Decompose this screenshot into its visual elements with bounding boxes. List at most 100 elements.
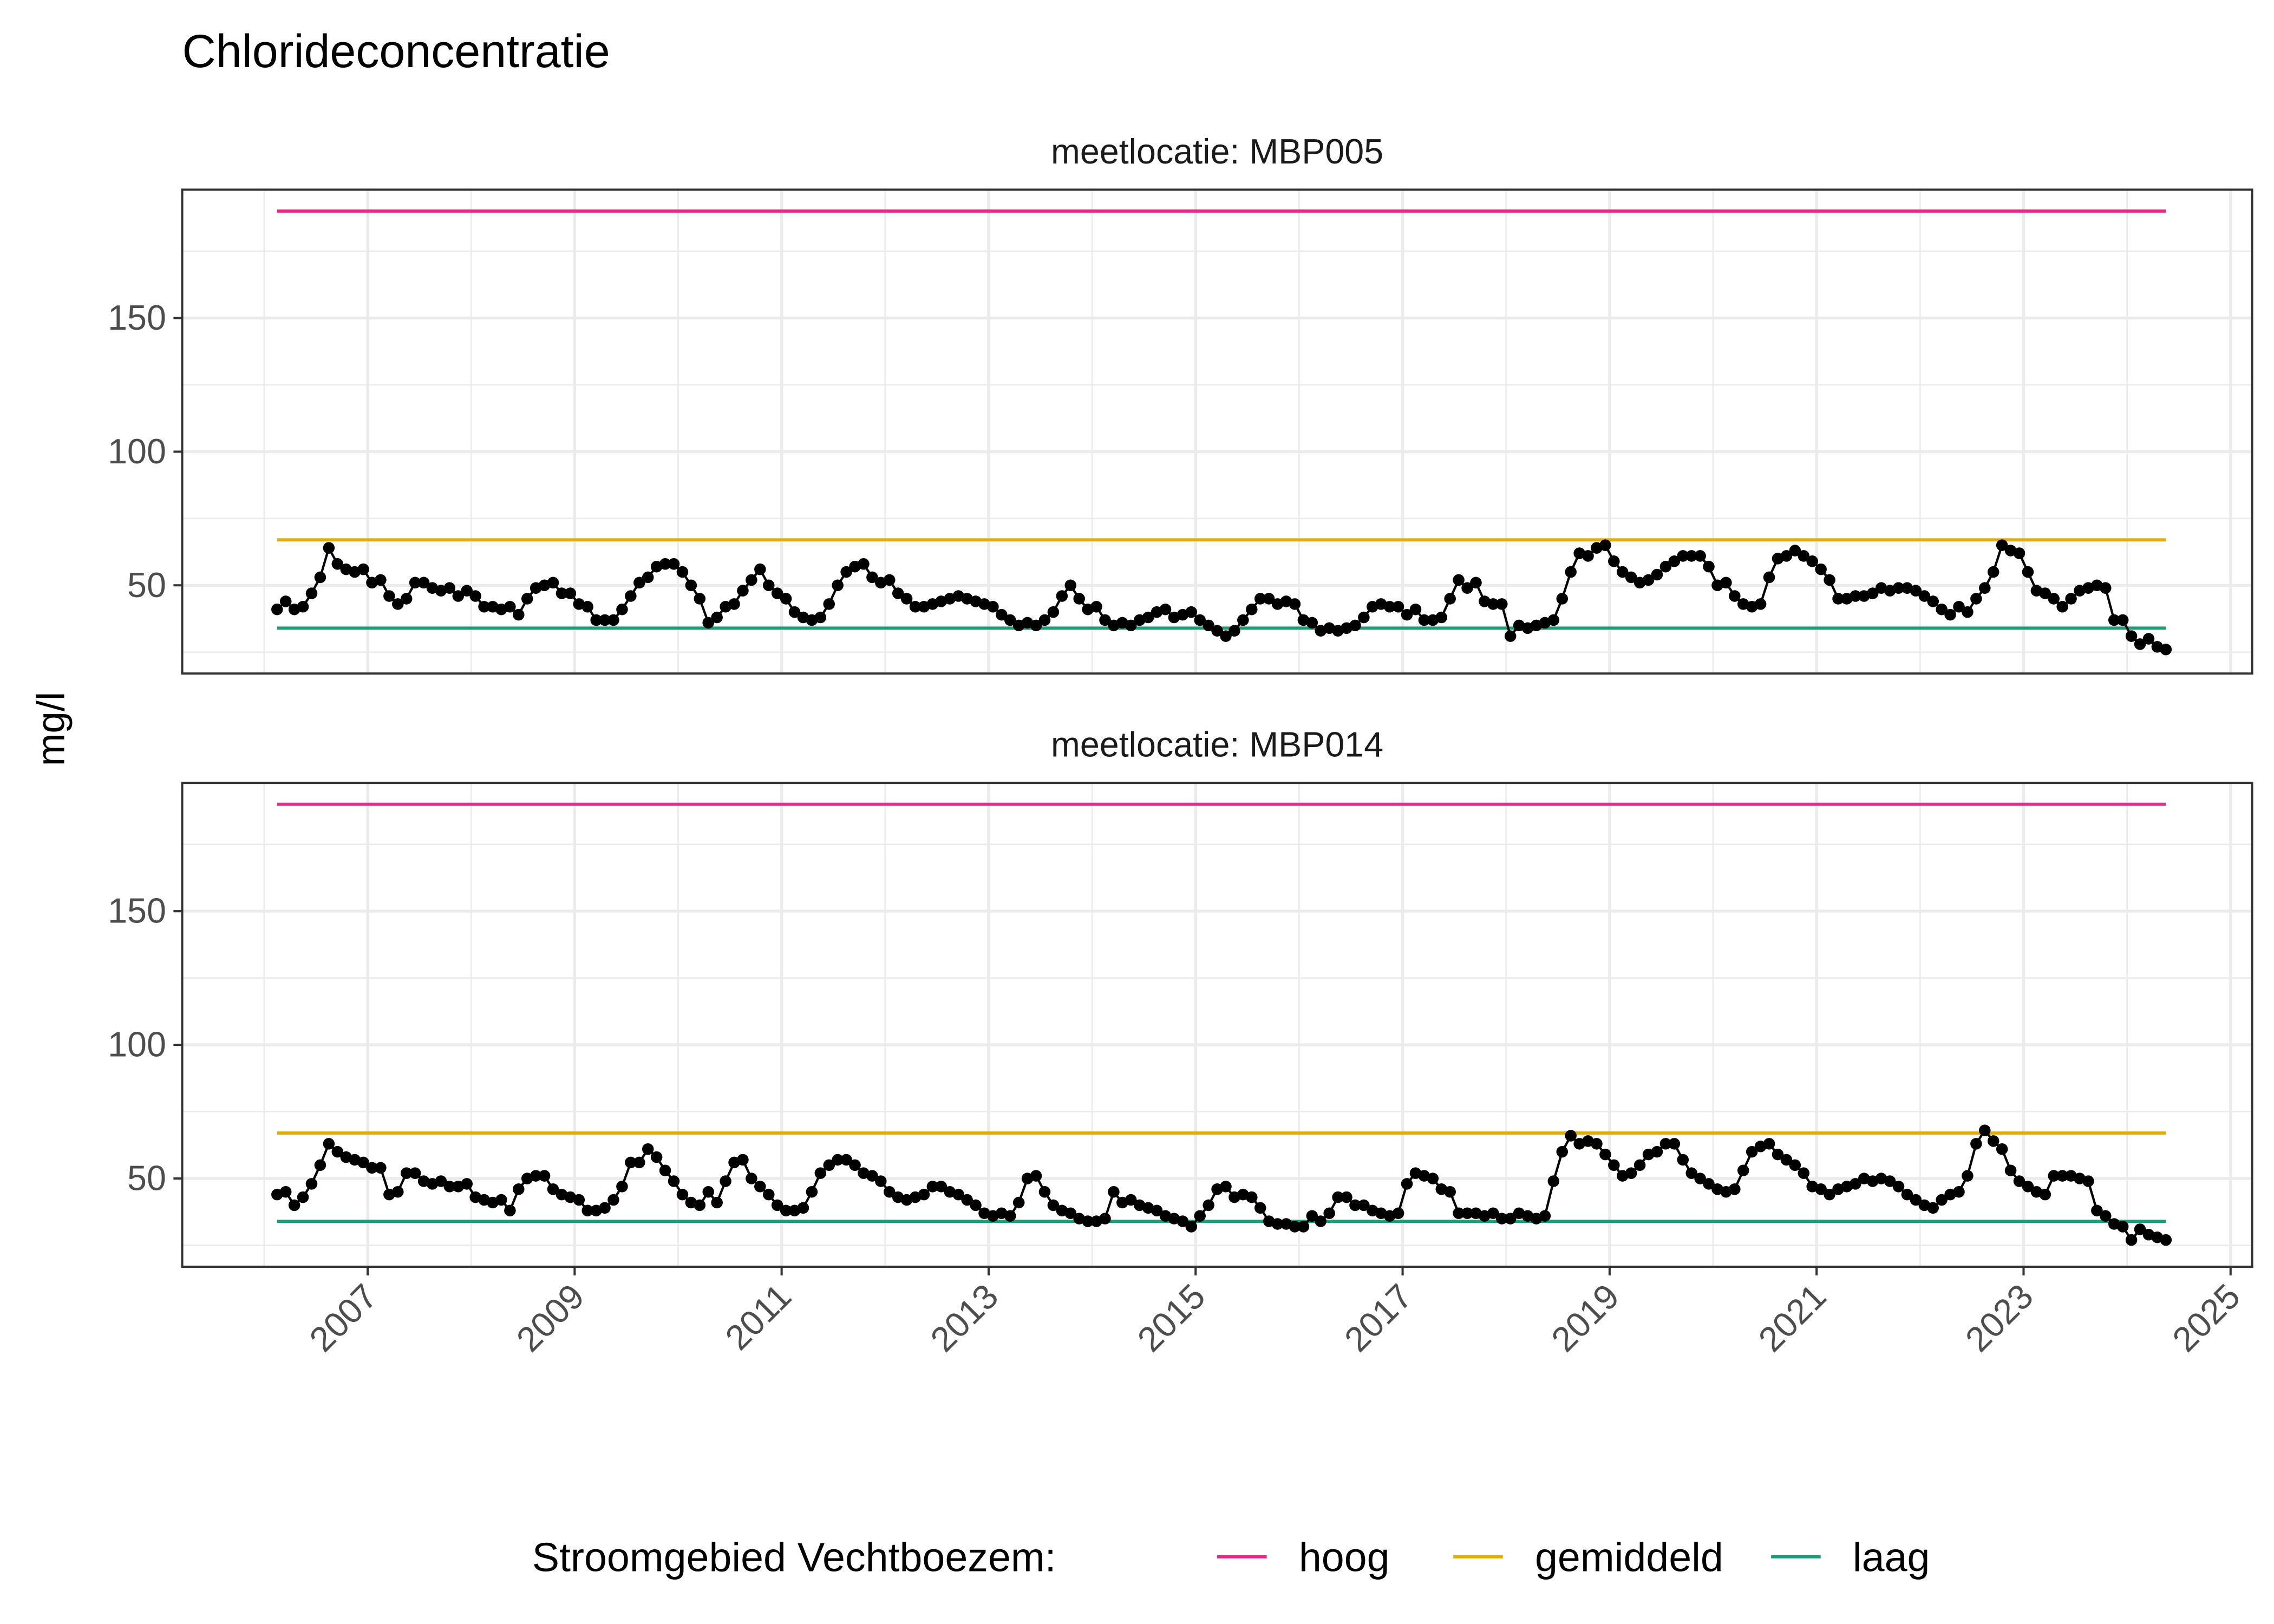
data-point xyxy=(1850,590,1861,602)
data-point xyxy=(1082,1215,1094,1227)
data-point xyxy=(305,1178,318,1190)
legend-label-gemiddeld: gemiddeld xyxy=(1535,1535,1723,1580)
data-point xyxy=(1754,598,1767,610)
data-point xyxy=(1038,1186,1051,1198)
data-point xyxy=(1850,1178,1861,1190)
data-point xyxy=(771,587,783,599)
data-point xyxy=(2056,601,2068,613)
data-point xyxy=(728,598,740,610)
data-point xyxy=(1625,1167,1637,1179)
data-point xyxy=(1289,598,1301,610)
data-point xyxy=(1962,606,1974,618)
data-point xyxy=(1556,593,1569,605)
data-point xyxy=(1556,1145,1569,1158)
data-point xyxy=(1685,1167,1697,1179)
data-point xyxy=(1263,593,1275,605)
data-point xyxy=(918,1188,930,1201)
data-point xyxy=(1220,630,1232,642)
panel-1: meetlocatie: MBP005 50 100 150 xyxy=(108,132,2253,675)
data-point xyxy=(1720,577,1732,589)
data-point xyxy=(1763,571,1775,584)
data-point xyxy=(1729,1183,1741,1195)
data-point xyxy=(1668,555,1681,567)
data-point xyxy=(926,1181,939,1193)
data-point xyxy=(1504,630,1517,642)
data-point xyxy=(323,542,335,554)
data-point xyxy=(1392,1207,1404,1220)
data-point xyxy=(694,1199,706,1212)
data-point xyxy=(2004,1164,2017,1176)
data-point xyxy=(754,1181,766,1193)
data-point xyxy=(1504,1213,1517,1224)
data-point xyxy=(305,587,318,599)
data-point xyxy=(1030,1170,1042,1182)
data-point xyxy=(1565,1130,1577,1142)
data-point xyxy=(1651,568,1663,581)
data-point xyxy=(1125,619,1137,632)
data-point xyxy=(1737,1164,1749,1176)
legend-label-hoog: hoog xyxy=(1299,1535,1390,1580)
data-point xyxy=(642,571,654,584)
data-point xyxy=(1125,1194,1137,1206)
data-point xyxy=(1246,603,1258,615)
data-point xyxy=(607,614,619,626)
data-point xyxy=(288,1199,300,1212)
data-point xyxy=(1659,1138,1672,1150)
data-point xyxy=(504,1204,516,1217)
data-point xyxy=(1151,1204,1163,1217)
data-point xyxy=(1030,619,1042,632)
data-point xyxy=(1910,585,1922,597)
data-point xyxy=(1772,1148,1784,1161)
data-point xyxy=(1892,582,1905,594)
data-point xyxy=(1746,1145,1758,1158)
data-point xyxy=(1565,566,1577,578)
x-tick-label: 2011 xyxy=(718,1276,799,1357)
data-point xyxy=(1349,619,1361,632)
data-point xyxy=(659,558,671,570)
data-point xyxy=(1090,601,1102,613)
data-point xyxy=(1289,1221,1301,1233)
data-point xyxy=(797,1202,809,1214)
data-point xyxy=(1625,571,1637,584)
data-point xyxy=(1323,1207,1335,1220)
data-point xyxy=(650,1151,663,1163)
data-point xyxy=(443,582,456,594)
data-point xyxy=(279,595,292,607)
data-point xyxy=(331,1145,344,1158)
data-point xyxy=(279,1186,292,1198)
data-point xyxy=(746,574,757,586)
data-point xyxy=(866,571,878,584)
data-point xyxy=(323,1138,335,1150)
data-point xyxy=(1547,1175,1560,1187)
data-point xyxy=(754,563,766,575)
data-point xyxy=(366,1162,378,1174)
data-point xyxy=(1332,1191,1344,1203)
data-point xyxy=(1599,539,1611,551)
data-point xyxy=(1901,1188,1913,1201)
data-point xyxy=(659,1164,671,1176)
x-tick-label: 2009 xyxy=(509,1276,592,1359)
data-point xyxy=(1177,1215,1189,1227)
data-point xyxy=(1987,1135,1999,1147)
data-point xyxy=(513,608,525,621)
data-point xyxy=(814,1167,827,1179)
data-point xyxy=(1487,598,1499,610)
data-point xyxy=(1806,555,1818,567)
data-point xyxy=(1694,550,1706,562)
data-point xyxy=(883,574,896,586)
data-point xyxy=(823,1159,835,1171)
data-point xyxy=(417,577,430,589)
y-axis-title: mg/l xyxy=(29,692,73,766)
data-point xyxy=(676,1188,689,1201)
data-point xyxy=(1599,1148,1611,1161)
data-point xyxy=(1185,606,1198,618)
data-point xyxy=(2134,1223,2146,1235)
chart-title: Chlorideconcentratie xyxy=(182,25,610,77)
data-point xyxy=(297,1191,309,1203)
data-point xyxy=(1237,614,1249,626)
data-point xyxy=(1185,1221,1198,1233)
data-point xyxy=(625,590,637,602)
data-point xyxy=(2048,593,2060,605)
data-point xyxy=(849,1159,861,1171)
data-point xyxy=(625,1156,637,1169)
